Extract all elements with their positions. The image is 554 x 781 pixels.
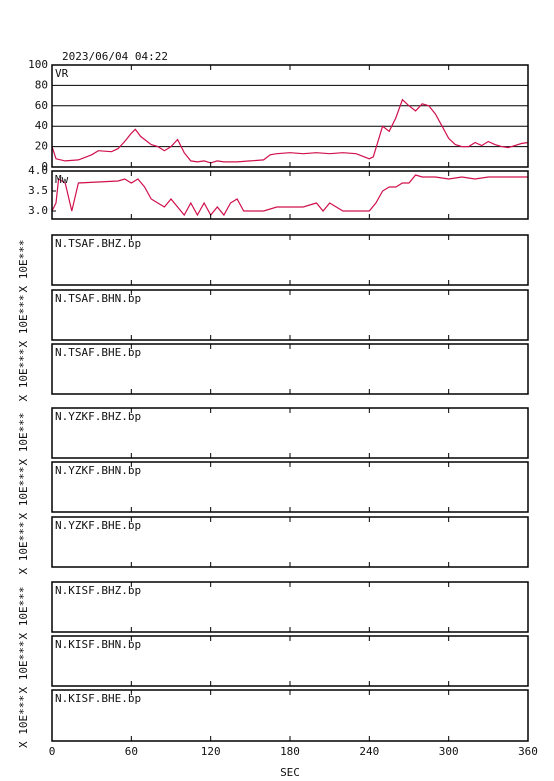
y-tick-label: 0 [41, 160, 48, 173]
y-tick-label: 80 [35, 78, 48, 91]
trace-unit: X 10E*** [17, 295, 30, 348]
x-tick-label: 0 [49, 745, 56, 758]
trace-label: N.KISF.BHN.bp [55, 638, 141, 651]
trace-unit: X 10E*** [17, 587, 30, 640]
trace-unit: X 10E*** [17, 413, 30, 466]
y-tick-label: 60 [35, 99, 48, 112]
trace-unit: X 10E*** [17, 641, 30, 694]
trace-label: N.YZKF.BHN.bp [55, 464, 141, 477]
chart-title: 2023/06/04 04:22 [62, 50, 168, 63]
x-tick-label: 180 [280, 745, 300, 758]
data-line [51, 174, 528, 217]
panel-frame [51, 64, 529, 168]
trace-unit: X 10E*** [17, 522, 30, 575]
data-line [51, 98, 529, 164]
trace-unit: X 10E*** [17, 240, 30, 293]
trace-label: N.YZKF.BHE.bp [55, 519, 141, 532]
y-tick-label: 3.0 [28, 204, 48, 217]
trace-unit: X 10E*** [17, 695, 30, 748]
y-tick-label: 40 [35, 119, 48, 132]
trace-unit: X 10E*** [17, 467, 30, 520]
x-tick-label: 60 [125, 745, 138, 758]
y-tick-label: 100 [28, 58, 48, 71]
trace-label: N.TSAF.BHN.bp [55, 292, 141, 305]
x-axis-label: SEC [280, 766, 300, 779]
trace-label: N.KISF.BHZ.bp [55, 584, 141, 597]
trace-label: N.TSAF.BHZ.bp [55, 237, 141, 250]
y-tick-label: 4.0 [28, 164, 48, 177]
x-tick-label: 360 [518, 745, 538, 758]
trace-label: N.KISF.BHE.bp [55, 692, 141, 705]
y-tick-label: 20 [35, 140, 48, 153]
trace-unit: X 10E*** [17, 349, 30, 402]
x-tick-label: 240 [359, 745, 379, 758]
panel-label: VR [55, 67, 69, 80]
y-tick-label: 3.5 [28, 184, 48, 197]
x-tick-label: 300 [439, 745, 459, 758]
panel-label: Mw [55, 173, 69, 186]
x-tick-label: 120 [201, 745, 221, 758]
trace-label: N.TSAF.BHE.bp [55, 346, 141, 359]
trace-label: N.YZKF.BHZ.bp [55, 410, 141, 423]
